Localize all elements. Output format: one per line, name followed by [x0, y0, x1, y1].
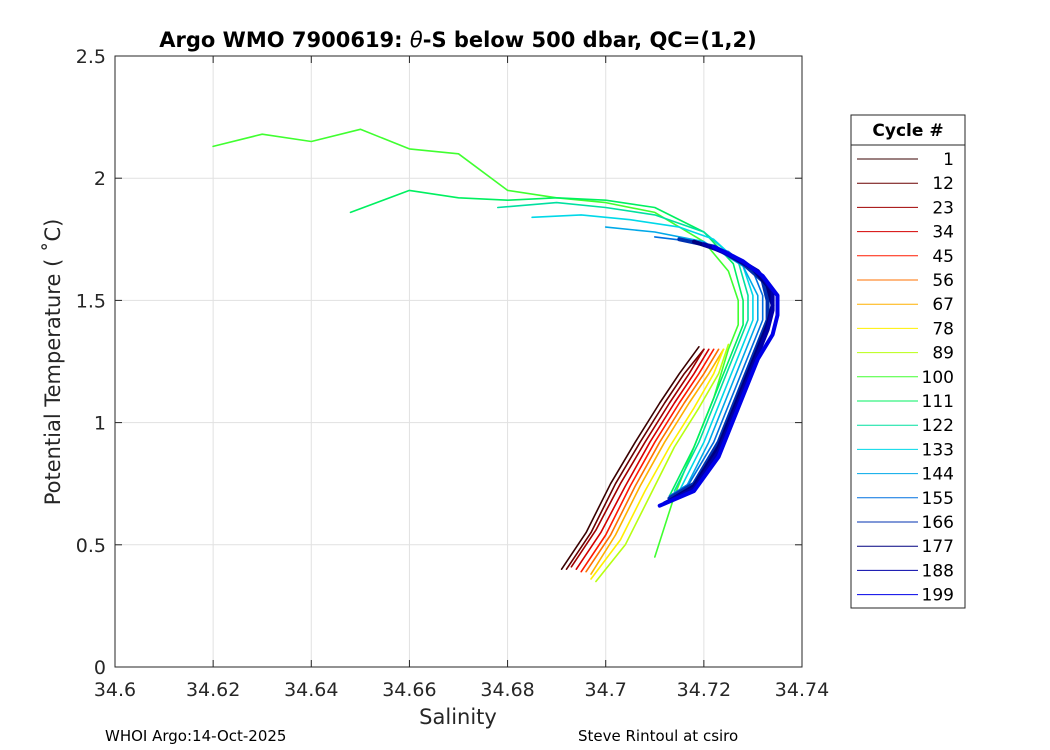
legend-label: 1 — [943, 150, 954, 170]
legend-label: 78 — [932, 319, 954, 339]
legend-label: 133 — [922, 440, 954, 460]
legend-label: 144 — [922, 465, 954, 485]
series-line-cycle-12 — [565, 348, 705, 571]
series-line-cycle-34 — [575, 348, 710, 571]
series-line-cycle-23 — [570, 348, 705, 568]
y-tick-label: 0.5 — [76, 535, 106, 557]
legend-label: 45 — [932, 247, 954, 267]
series-line-cycle-133 — [531, 214, 754, 492]
legend-label: 34 — [932, 223, 954, 243]
chart-title-suffix: -S below 500 dbar, QC=(1,2) — [423, 28, 757, 52]
legend-entries: 1 12 23 34 45 56 67 78 89 100 111 122 133 144 155 166 17… — [857, 150, 954, 606]
series-line-cycle-78 — [590, 348, 725, 580]
legend-box — [850, 114, 966, 609]
legend-label: 122 — [922, 416, 954, 436]
x-tick-label: 34.7 — [585, 679, 627, 701]
chart-title-symbol: θ — [410, 28, 423, 52]
x-tick-label: 34.72 — [677, 679, 731, 701]
legend-label: 166 — [922, 513, 954, 533]
legend-title: Cycle # — [872, 121, 943, 141]
y-tick-label: 0 — [94, 657, 106, 679]
series-line-cycle-122 — [496, 201, 749, 492]
legend-label: 12 — [932, 174, 954, 194]
legend-label: 177 — [922, 537, 954, 557]
series-line-cycle-89 — [595, 343, 730, 583]
chart-title-prefix: Argo WMO 7900619: — [159, 28, 410, 52]
footer-left: WHOI Argo:14-Oct-2025 — [105, 727, 286, 745]
series-line-cycle-144 — [604, 226, 759, 492]
legend-label: 100 — [922, 368, 954, 388]
legend-label: 155 — [922, 489, 954, 509]
plot-area — [115, 56, 802, 667]
y-tick-label: 2 — [94, 168, 106, 190]
y-tick-label: 1 — [94, 413, 106, 435]
chart-title: Argo WMO 7900619: θ-S below 500 dbar, QC… — [159, 28, 756, 52]
x-tick-label: 34.62 — [186, 679, 240, 701]
legend-label: 111 — [922, 392, 954, 412]
x-tick-label: 34.68 — [480, 679, 534, 701]
x-tick-label: 34.6 — [94, 679, 136, 701]
legend-label: 89 — [932, 344, 954, 364]
y-tick-label: 1.5 — [76, 290, 106, 312]
legend-label: 56 — [932, 271, 954, 291]
axis-ticks: 34.6 34.62 34.64 34.66 34.68 34.7 34.72 34.74 0 0… — [76, 46, 829, 701]
x-tick-label: 34.66 — [382, 679, 436, 701]
legend-label: 188 — [922, 561, 954, 581]
footer-right: Steve Rintoul at csiro — [578, 727, 738, 745]
series-line-cycle-1 — [560, 345, 700, 571]
series-line-cycle-45 — [580, 348, 715, 573]
series-line-cycle-199 — [657, 244, 780, 508]
x-tick-label: 34.74 — [775, 679, 829, 701]
x-tick-label: 34.64 — [284, 679, 338, 701]
x-axis-label: Salinity — [419, 705, 497, 729]
series-line-cycle-56 — [585, 348, 720, 573]
legend-label: 23 — [932, 198, 954, 218]
y-tick-label: 2.5 — [76, 46, 106, 68]
series-layer — [212, 128, 780, 583]
plot-frame — [114, 55, 803, 668]
series-line-cycle-67 — [590, 348, 725, 575]
legend: Cycle # 1 12 23 34 45 56 67 78 89 100 111 122 133 144… — [850, 114, 966, 609]
legend-label: 67 — [932, 295, 954, 315]
y-axis-label: Potential Temperature ( ˚C) — [41, 219, 65, 506]
legend-label: 199 — [922, 586, 954, 606]
